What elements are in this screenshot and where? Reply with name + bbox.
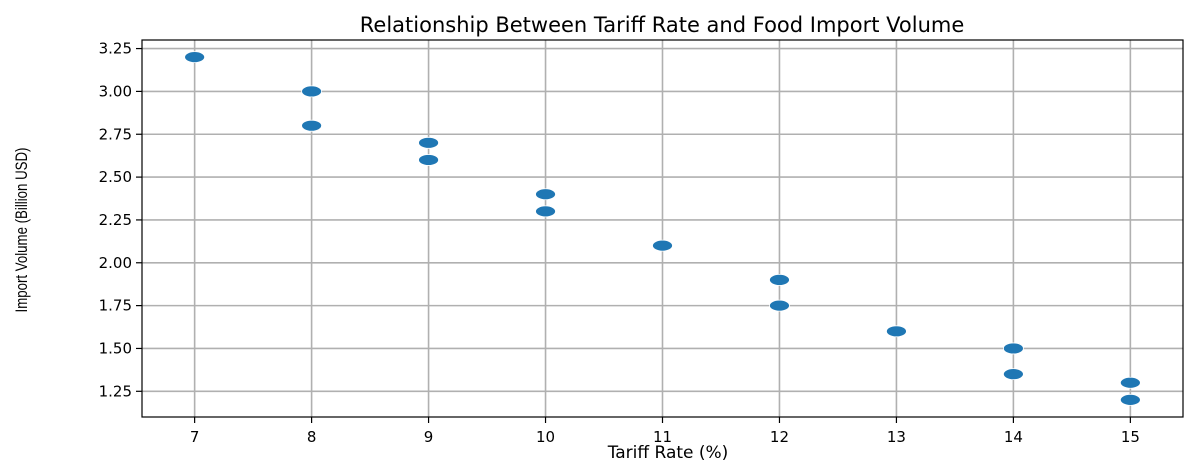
x-tick-label: 14 (1004, 428, 1023, 446)
x-tick-label: 15 (1121, 428, 1140, 446)
x-axis-label: Tariff Rate (%) (607, 443, 729, 461)
y-tick-label: 2.00 (99, 254, 132, 272)
y-tick-label: 1.50 (99, 339, 132, 357)
scatter-point (652, 239, 673, 252)
scatter-point (418, 154, 439, 166)
scatter-point (769, 299, 790, 312)
x-tick-label: 7 (190, 428, 200, 446)
scatter-point (886, 325, 907, 338)
y-tick-label: 3.25 (99, 40, 132, 58)
y-tick-label: 2.50 (99, 168, 132, 186)
y-tick-label: 1.25 (99, 382, 132, 400)
scatter-point (1119, 393, 1141, 406)
x-tick-label: 13 (887, 428, 906, 446)
scatter-point (535, 188, 556, 201)
scatter-point (1002, 368, 1024, 381)
x-tick-label: 10 (536, 428, 555, 446)
y-tick-label: 1.75 (99, 297, 132, 315)
scatter-point (301, 85, 323, 98)
scatter-point (184, 51, 206, 64)
scatter-point (1119, 376, 1141, 389)
scatter-point (418, 136, 439, 149)
grid-layer (142, 40, 1183, 417)
scatter-point (301, 119, 323, 132)
y-tick-label: 2.25 (99, 211, 132, 229)
scatter-point (769, 274, 790, 286)
y-tick-label: 2.75 (99, 125, 132, 143)
ticks-layer: 7 8 9 10 11 12 13 14 15 1.25 1.50 1.75 2.00 2.25 2.50 2… (99, 40, 1140, 446)
x-tick-label: 9 (424, 428, 434, 446)
x-tick-label: 11 (653, 428, 672, 446)
scatter-point (1002, 342, 1024, 355)
y-axis-label: Import Volume (Billion USD) (13, 148, 32, 313)
x-tick-label: 12 (770, 428, 789, 446)
scatter-point (535, 205, 556, 218)
points-layer (184, 51, 1141, 406)
x-tick-label: 8 (307, 428, 317, 446)
y-tick-label: 3.00 (99, 82, 132, 100)
chart-title: Relationship Between Tariff Rate and Foo… (360, 13, 965, 37)
